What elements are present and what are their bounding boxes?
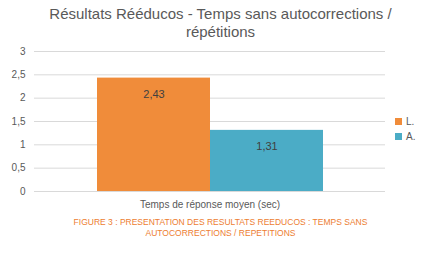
svg-text:2: 2 (20, 92, 26, 103)
svg-text:2,43: 2,43 (143, 88, 164, 100)
html-text:A.: A. (406, 131, 416, 142)
svg-text:3: 3 (20, 46, 26, 57)
svg-text:1: 1 (20, 139, 26, 150)
svg-text:Temps de réponse moyen (sec): Temps de réponse moyen (sec) (140, 199, 280, 210)
svg-text:0: 0 (20, 186, 26, 197)
svg-text:1,5: 1,5 (12, 116, 26, 127)
html-text:L.: L. (406, 116, 415, 127)
svg-text:0,5: 0,5 (12, 162, 26, 173)
html-text:FIGURE 3 : PRESENTATION DES RE: FIGURE 3 : PRESENTATION DES RESULTATS RE… (73, 217, 368, 238)
html-text:Résultats Rééducos - Temps san: Résultats Rééducos - Temps sans autocorr… (49, 5, 392, 40)
svg-text:1,31: 1,31 (256, 140, 277, 152)
svg-text:2,5: 2,5 (12, 69, 26, 80)
